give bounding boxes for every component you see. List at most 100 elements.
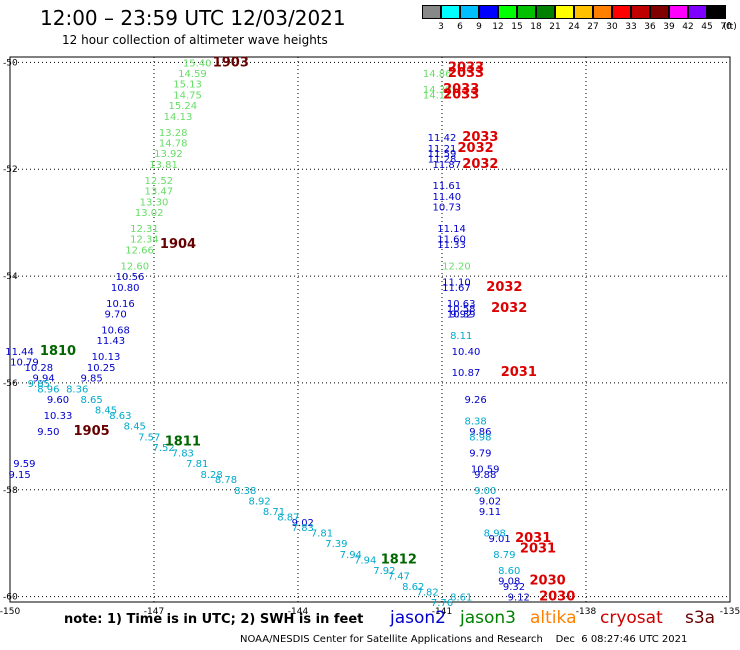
wave-height-label: 10.39: [447, 309, 476, 320]
wave-height-label: 13.02: [135, 208, 164, 219]
wave-height-label: 10.59: [471, 464, 500, 475]
wave-height-label: 8.62: [402, 582, 424, 593]
y-tick-label: -60: [3, 593, 18, 603]
wave-height-label: 8.96: [37, 384, 59, 395]
wave-height-label: 7.92: [373, 566, 395, 577]
note-text: note: 1) Time is in UTC; 2) SWH is in fe…: [64, 612, 364, 627]
scale-label: 36: [644, 22, 656, 32]
wave-height-label: 10.25: [87, 363, 116, 374]
scale-label: 15: [511, 22, 523, 32]
wave-height-label: 9.60: [47, 395, 69, 406]
scale-label: 9: [476, 22, 482, 32]
wave-height-label: 8.79: [493, 550, 515, 561]
wave-height-label: 11.28: [428, 155, 457, 166]
time-label: 2032: [486, 280, 522, 295]
x-tick-label: -141: [432, 607, 452, 617]
scale-label: 6: [457, 22, 463, 32]
scale-swatch: [517, 5, 536, 19]
wave-height-label: 10.56: [116, 272, 145, 283]
time-label: 2033: [448, 66, 484, 81]
scale-swatch: [498, 5, 517, 19]
wave-height-label: 12.20: [442, 261, 471, 272]
scale-label: 45: [701, 22, 713, 32]
chart-subtitle: 12 hour collection of altimeter wave hei…: [62, 33, 328, 47]
wave-height-label: 10.33: [44, 411, 73, 422]
wave-height-label: 14.86: [423, 69, 452, 80]
time-label: 2033: [462, 130, 498, 145]
time-label: 2032: [462, 157, 498, 172]
wave-height-label: 15.40: [183, 58, 212, 69]
scale-swatch: [422, 5, 441, 19]
wave-height-label: 8.28: [200, 470, 222, 481]
scale-label: 21: [549, 22, 561, 32]
wave-height-label: 11.67: [442, 283, 471, 294]
scale-swatch: [593, 5, 612, 19]
wave-height-label: 9.92: [450, 309, 472, 320]
time-label: 1904: [160, 237, 196, 252]
wave-height-label: 11.60: [437, 235, 466, 246]
wave-height-label: 7.83: [292, 523, 314, 534]
y-tick-label: -52: [3, 165, 18, 175]
time-label: 2031: [515, 531, 551, 546]
wave-height-label: 7.94: [340, 550, 362, 561]
wave-height-label: 10.40: [452, 347, 481, 358]
scale-swatch: [441, 5, 460, 19]
wave-height-label: 9.02: [479, 496, 501, 507]
wave-height-label: 11.40: [432, 192, 461, 203]
x-tick-label: -144: [288, 607, 309, 617]
wave-height-label: 8.11: [450, 331, 472, 342]
time-label: 1812: [381, 552, 417, 567]
scale-swatch: [669, 5, 688, 19]
wave-height-label: 9.59: [13, 459, 35, 470]
scale-label: 18: [530, 22, 542, 32]
wave-height-label: 7.83: [172, 448, 194, 459]
y-tick-label: -54: [3, 272, 18, 282]
wave-height-label: 11.44: [5, 347, 34, 358]
wave-height-label: 10.68: [101, 326, 130, 337]
grid: [9, 57, 731, 602]
wave-height-label: 7.82: [416, 587, 438, 598]
wave-height-label: 12.34: [130, 235, 159, 246]
x-tick-label: -138: [576, 607, 597, 617]
wave-height-label: 8.45: [95, 406, 117, 417]
scale-label: 12: [492, 22, 504, 32]
wave-height-label: 8.61: [450, 593, 472, 604]
wave-height-label: 8.71: [263, 507, 285, 518]
wave-height-label: 9.50: [37, 427, 59, 438]
wave-height-label: 8.63: [109, 411, 131, 422]
wave-height-label: 9.26: [464, 395, 486, 406]
scale-swatch: [650, 5, 669, 19]
axis-ticks: -150 -147 -144 -141 -138 -135 -50 -52 -54 -56 -58 -…: [0, 58, 740, 617]
scale-label: 27: [587, 22, 599, 32]
wave-height-label: 9.02: [292, 518, 314, 529]
wave-height-label: 8.45: [124, 422, 146, 433]
time-label: 2032: [458, 141, 494, 156]
wave-height-label: 11.43: [96, 336, 125, 347]
wave-height-label: 13.81: [149, 160, 178, 171]
wave-height-label: 8.65: [80, 395, 102, 406]
wave-height-label: 9.85: [80, 374, 102, 385]
wave-height-label: 13.47: [144, 187, 173, 198]
footer-credit: NOAA/NESDIS Center for Satellite Applica…: [240, 634, 688, 645]
x-tick-label: -150: [0, 607, 20, 617]
wave-height-label: 7.94: [354, 555, 376, 566]
time-label: 2031: [501, 365, 537, 380]
wave-height-label: 7.76: [431, 598, 453, 609]
wave-height-label: 11.61: [432, 181, 461, 192]
time-label: 1811: [165, 435, 201, 450]
wave-height-label: 10.73: [432, 203, 461, 214]
wave-height-label: 7.39: [325, 539, 347, 550]
scale-swatch: [688, 5, 707, 19]
legend-jason3: jason3: [460, 608, 516, 628]
wave-height-label: 9.79: [469, 448, 491, 459]
wave-height-label: 12.66: [125, 245, 154, 256]
wave-height-label: 8.60: [498, 566, 520, 577]
time-label: 2033: [443, 87, 479, 102]
chart-title: 12:00 – 23:59 UTC 12/03/2021: [40, 6, 346, 30]
wave-height-label: 8.78: [215, 475, 237, 486]
y-tick-label: -58: [3, 486, 18, 496]
scale-swatch: [631, 5, 650, 19]
wave-height-label: 9.12: [508, 593, 530, 604]
wave-height-label: 13.92: [154, 149, 183, 160]
